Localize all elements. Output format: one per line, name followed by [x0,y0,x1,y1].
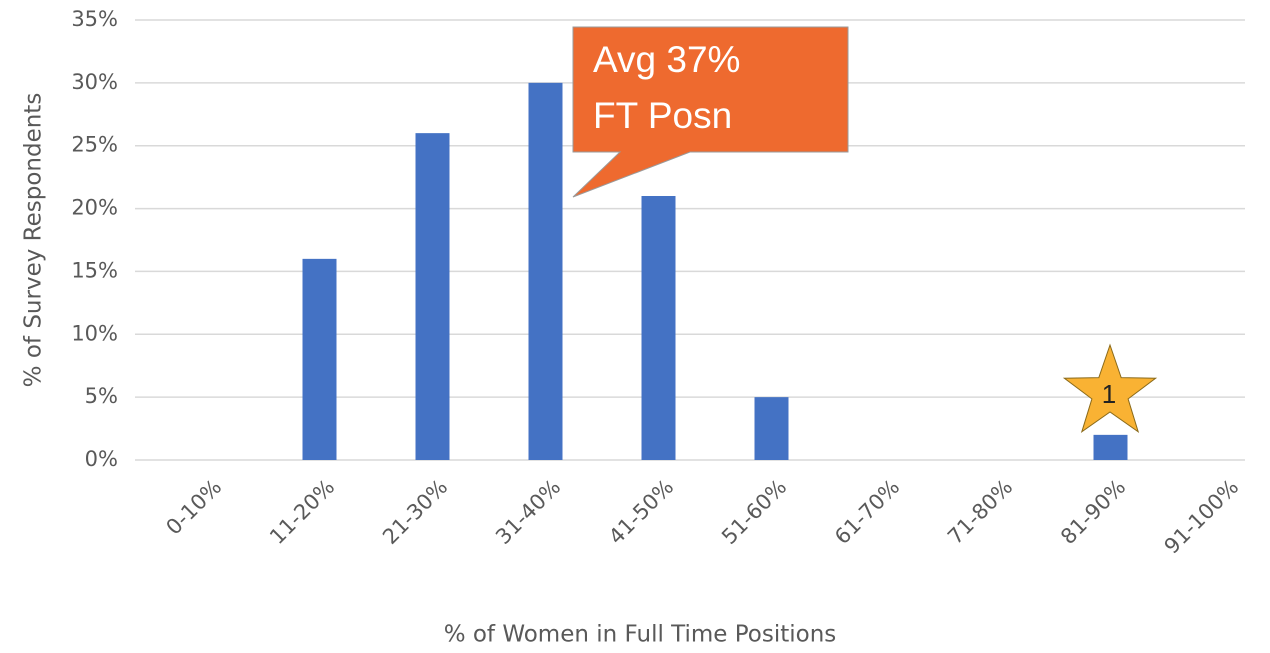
y-axis-title: % of Survey Respondents [21,93,47,388]
bar [641,196,676,460]
y-tick-label: 20% [71,196,118,220]
y-tick-label: 5% [85,384,118,408]
x-tick-label: 41-50% [604,475,678,549]
star-shape [1062,343,1158,434]
bar [415,133,450,460]
x-tick-label: 0-10% [161,475,226,540]
callout-shape [572,26,849,198]
callout-text: Avg 37% [593,39,740,80]
x-tick-label: 31-40% [491,475,565,549]
x-tick-label: 21-30% [378,475,452,549]
bar [1093,434,1128,460]
bar [528,82,563,460]
star-label: 1 [1102,379,1116,409]
y-tick-label: 10% [71,321,118,345]
y-tick-label: 25% [71,133,118,157]
star: 1 [1062,343,1158,434]
y-tick-label: 30% [71,70,118,94]
x-tick-label: 91-100% [1160,475,1244,559]
callout-text: FT Posn [593,95,732,136]
y-tick-label: 0% [85,447,118,471]
x-tick-label: 11-20% [265,475,339,549]
x-tick-label: 51-60% [717,475,791,549]
x-tick-label: 81-90% [1056,475,1130,549]
callout: Avg 37% FT Posn [572,26,849,198]
x-tick-label: 71-80% [943,475,1017,549]
x-tick-label: 61-70% [830,475,904,549]
x-axis-title: % of Women in Full Time Positions [444,622,837,648]
bar [302,258,337,460]
y-tick-label: 15% [71,258,118,282]
y-tick-label: 35% [71,7,118,31]
bar [754,397,789,460]
